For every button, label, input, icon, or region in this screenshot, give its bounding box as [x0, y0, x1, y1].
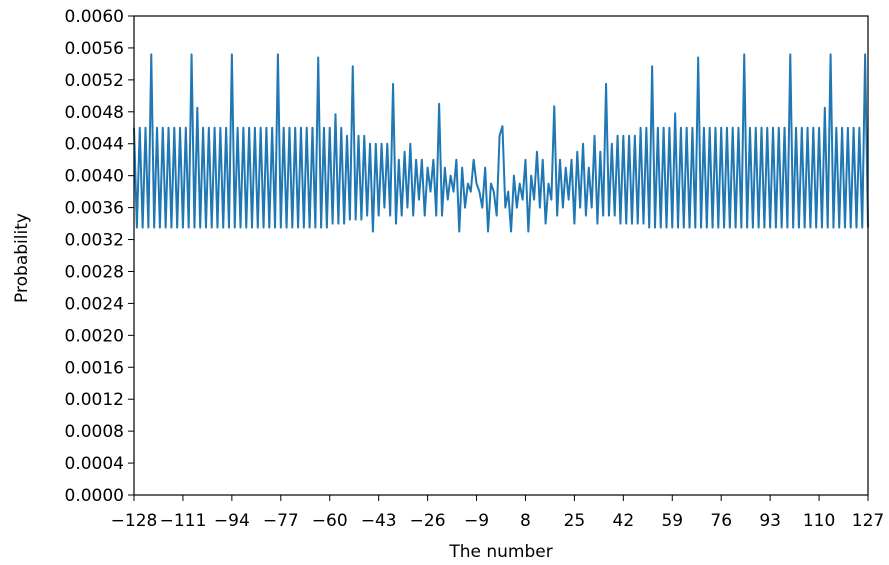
axes — [133, 15, 869, 496]
x-tick-label: 76 — [710, 511, 732, 531]
y-tick-label: 0.0012 — [65, 390, 124, 410]
x-tick-label: −60 — [312, 511, 348, 531]
x-tick-label: 110 — [803, 511, 835, 531]
x-tick-label: −128 — [111, 511, 158, 531]
plot-area — [133, 53, 869, 233]
x-tick-label: 25 — [564, 511, 586, 531]
y-axis-ticks: 0.0000 0.0004 0.0008 0.0012 0.0016 0.0020 0.00… — [65, 7, 134, 506]
y-tick-label: 0.0004 — [65, 454, 124, 474]
x-tick-label: 8 — [520, 511, 531, 531]
x-tick-label: 93 — [759, 511, 781, 531]
y-tick-label: 0.0032 — [65, 231, 124, 251]
y-tick-label: 0.0024 — [65, 294, 124, 314]
x-tick-label: −9 — [464, 511, 489, 531]
x-tick-label: 59 — [661, 511, 683, 531]
series-line — [133, 53, 869, 233]
x-axis-label: The number — [448, 542, 552, 562]
y-tick-label: 0.0016 — [65, 358, 124, 378]
y-tick-label: 0.0052 — [65, 71, 124, 91]
x-tick-label: 42 — [613, 511, 635, 531]
y-tick-label: 0.0036 — [65, 199, 124, 219]
y-tick-label: 0.0060 — [65, 7, 124, 27]
y-tick-label: 0.0040 — [65, 167, 124, 187]
y-tick-label: 0.0056 — [65, 39, 124, 59]
y-axis-label: Probability — [12, 213, 32, 303]
x-tick-label: −43 — [361, 511, 397, 531]
y-tick-label: 0.0044 — [65, 135, 124, 155]
y-tick-label: 0.0028 — [65, 262, 124, 282]
plot-frame — [133, 15, 869, 496]
y-tick-label: 0.0008 — [65, 422, 124, 442]
x-axis-ticks: −128 −111 −94 −77 −60 −43 −26 −9 8 25 42 59 76 93 110 1… — [111, 495, 884, 531]
x-tick-label: −77 — [263, 511, 299, 531]
x-tick-label: −111 — [160, 511, 207, 531]
x-tick-label: −94 — [214, 511, 250, 531]
y-tick-label: 0.0000 — [65, 486, 124, 506]
x-tick-label: 127 — [852, 511, 884, 531]
y-tick-label: 0.0048 — [65, 103, 124, 123]
y-tick-label: 0.0020 — [65, 326, 124, 346]
x-tick-label: −26 — [410, 511, 446, 531]
